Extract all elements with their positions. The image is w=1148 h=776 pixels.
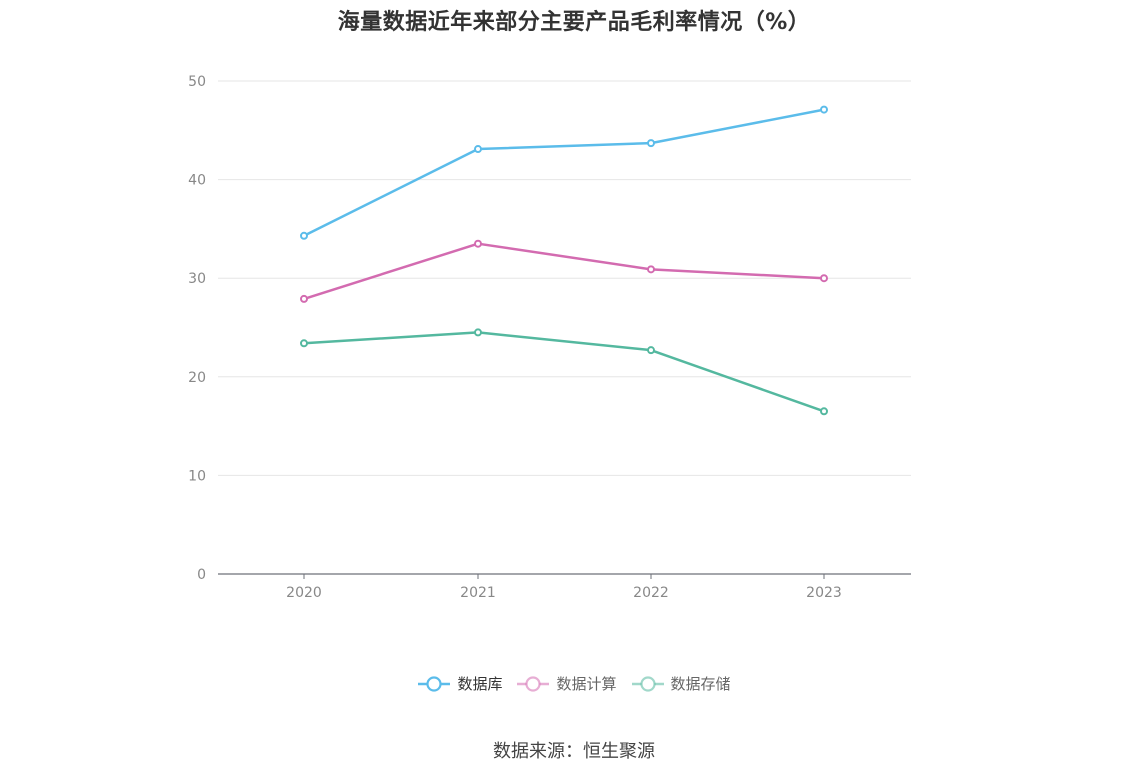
series-1 [300, 105, 828, 240]
y-tick-label: 50 [188, 74, 206, 90]
legend-item[interactable]: 数据库 [417, 673, 502, 694]
y-tick-label: 10 [188, 468, 206, 484]
data-point [647, 265, 655, 274]
y-tick-label: 0 [197, 567, 206, 583]
data-point [300, 339, 308, 348]
data-point [820, 105, 828, 114]
legend-label: 数据计算 [556, 675, 617, 693]
x-tick-label: 2022 [633, 585, 669, 601]
series-line [302, 242, 826, 301]
legend-swatch-icon [517, 675, 550, 692]
chart-legend: 数据库 数据计算 数据存储 [0, 673, 1148, 694]
series-line [302, 108, 826, 238]
legend-item[interactable]: 数据存储 [631, 673, 731, 694]
legend-label: 数据存储 [670, 675, 731, 693]
series-line [302, 331, 826, 413]
data-point [300, 231, 308, 240]
legend-item[interactable]: 数据计算 [516, 673, 617, 694]
chart-title: 海量数据近年来部分主要产品毛利率情况（%） [337, 10, 811, 35]
x-tick-label: 2021 [460, 585, 496, 601]
data-point [647, 346, 655, 355]
legend-swatch-icon [631, 675, 664, 692]
data-point [647, 139, 655, 148]
data-point [820, 274, 828, 283]
series-3 [300, 328, 828, 416]
legend-label: 数据库 [457, 675, 503, 693]
data-point [474, 239, 482, 248]
x-tick-label: 2023 [806, 585, 842, 601]
data-source: 数据来源：恒生聚源 [493, 741, 655, 762]
y-tick-label: 30 [188, 271, 206, 287]
y-tick-label: 40 [188, 173, 206, 189]
x-tick-label: 2020 [286, 585, 322, 601]
data-point [820, 407, 828, 416]
data-point [474, 145, 482, 154]
data-point [474, 328, 482, 337]
y-tick-label: 20 [188, 370, 206, 386]
legend-swatch-icon [418, 675, 451, 692]
series-2 [300, 239, 828, 303]
data-point [300, 294, 308, 303]
